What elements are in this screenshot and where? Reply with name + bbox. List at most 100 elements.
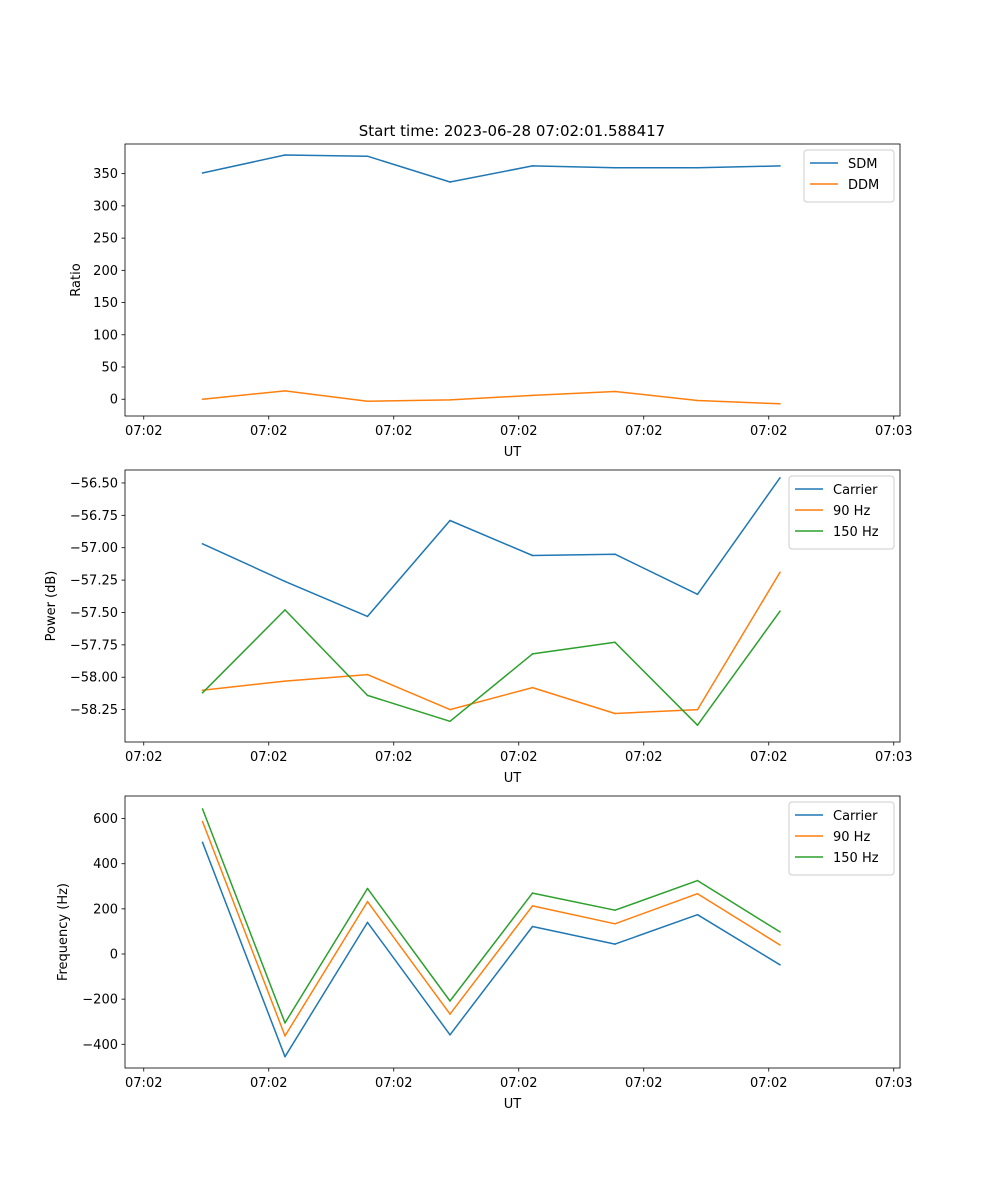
chart-3-legend: Carrier 90 Hz 150 Hz	[788, 801, 895, 876]
chart-1-x-tick-label-7: 07:03	[875, 424, 912, 439]
chart-2-series-1-point-5	[531, 554, 534, 557]
chart-2-series-2-point-4	[449, 708, 451, 711]
chart-1-y-tick-label-7: 300	[93, 199, 118, 214]
chart-2-series-3-point-1	[201, 692, 204, 694]
chart-3-y-tick-label-5: 400	[93, 857, 118, 872]
chart-2-x-tick-label-4: 07:02	[500, 750, 537, 765]
chart-2-x-axis-label: UT	[504, 771, 522, 786]
chart-1-series-1-point-5	[531, 165, 534, 167]
chart-3-x-tick-label-5: 07:02	[625, 1076, 662, 1091]
chart-3-series-2-point-5	[531, 905, 534, 907]
chart-1-series-1-point-6	[614, 167, 616, 169]
chart-3-legend-label-3: 150 Hz	[833, 851, 879, 866]
chart-1-series-line-1	[202, 154, 781, 183]
chart-3-y-axis-label: Frequency (Hz)	[56, 883, 71, 981]
chart-1-series-line-2	[202, 390, 781, 405]
chart-2-series-3-point-4	[449, 720, 451, 723]
chart-3-legend-label-1: Carrier	[833, 809, 878, 824]
chart-2-x-tick-label-3: 07:02	[375, 750, 412, 765]
chart-2-y-tick-label-2: −58.00	[70, 671, 118, 686]
chart-1-series-1-point-2	[284, 154, 286, 156]
chart-1-series-2-point-8	[779, 403, 781, 405]
chart-2-x-tick-label-5: 07:02	[625, 750, 662, 765]
chart-2-legend-label-2: 90 Hz	[833, 504, 870, 519]
chart-2-series-3-point-8	[779, 610, 781, 612]
chart-2-series-2-point-3	[366, 673, 369, 676]
chart-3-x-tick-label-4: 07:02	[500, 1076, 537, 1091]
chart-3-series-2-point-2	[284, 1035, 286, 1037]
chart-1-x-tick-label-2: 07:02	[250, 424, 287, 439]
chart-1-series-1-point-3	[366, 155, 369, 157]
chart-2: 07:02 07:02 07:02 07:02 07:02 07:02 07:03 −58.2…	[44, 469, 912, 786]
chart-3-series-1-point-8	[779, 964, 781, 966]
chart-2-series-2-point-7	[696, 708, 699, 711]
chart-3-y-tick-label-3: 0	[110, 948, 118, 963]
chart-3-series-3-point-3	[366, 887, 369, 890]
chart-2-series-2-point-6	[614, 712, 616, 715]
chart-2-series-1-point-7	[696, 593, 699, 596]
chart-2-series-3-point-7	[696, 724, 699, 726]
chart-2-series-line-1	[202, 477, 781, 618]
chart-1: 07:02 07:02 07:02 07:02 07:02 07:02 07:03 0 50 10…	[69, 143, 912, 460]
chart-1-legend-label-1: SDM	[848, 157, 877, 172]
chart-1-series-2-point-7	[696, 399, 699, 402]
chart-1-series-2-point-3	[366, 400, 369, 403]
chart-1-series-2-point-4	[449, 399, 451, 401]
chart-3-y-tick-label-6: 600	[93, 812, 118, 827]
chart-3-series-1-point-7	[696, 913, 699, 916]
chart-1-x-tick-label-1: 07:02	[125, 424, 162, 439]
chart-3-y-tick-label-2: −200	[82, 993, 118, 1008]
chart-3-series-3-point-6	[614, 909, 616, 911]
chart-3-series-3-point-8	[779, 931, 781, 933]
chart-3: 07:02 07:02 07:02 07:02 07:02 07:02 07:03 −400 −…	[56, 795, 912, 1112]
chart-2-legend: Carrier 90 Hz 150 Hz	[788, 475, 895, 550]
plots-container: 07:02 07:02 07:02 07:02 07:02 07:02 07:03 0 50 10…	[44, 143, 912, 1112]
chart-2-y-tick-label-1: −58.25	[70, 703, 118, 718]
chart-1-series-1-point-4	[449, 181, 451, 183]
chart-2-y-tick-label-8: −56.50	[70, 476, 118, 491]
chart-1-x-axis-label: UT	[504, 445, 522, 460]
chart-3-series-2-point-3	[366, 900, 369, 903]
chart-3-series-1-point-6	[614, 943, 616, 945]
chart-3-series-line-1	[201, 842, 781, 1058]
chart-2-series-2-point-2	[284, 680, 286, 682]
chart-2-series-3-point-3	[366, 694, 369, 697]
chart-2-series-2-point-1	[201, 689, 204, 691]
chart-2-series-1-point-1	[201, 543, 204, 545]
chart-1-x-tick-label-3: 07:02	[375, 424, 412, 439]
chart-3-series-2-point-8	[779, 944, 781, 946]
chart-2-y-tick-label-6: −57.00	[70, 541, 118, 556]
chart-1-legend-label-2: DDM	[848, 178, 879, 193]
chart-2-y-tick-label-3: −57.75	[70, 638, 118, 653]
chart-3-series-line-2	[201, 821, 781, 1037]
chart-3-axes-frame	[124, 795, 901, 1069]
chart-1-y-axis-label: Ratio	[69, 263, 84, 296]
chart-2-series-1-point-6	[614, 553, 616, 555]
chart-2-x-tick-label-6: 07:02	[750, 750, 787, 765]
chart-1-y-tick-label-3: 100	[93, 328, 118, 343]
chart-3-series-1-point-1	[201, 841, 204, 844]
chart-1-series-1-point-8	[779, 165, 781, 167]
chart-2-series-1-point-2	[284, 580, 286, 583]
chart-3-x-tick-label-6: 07:02	[750, 1076, 787, 1091]
chart-2-y-axis-label: Power (dB)	[44, 571, 59, 642]
chart-1-series-1-point-1	[201, 172, 204, 174]
chart-1-x-tick-label-4: 07:02	[500, 424, 537, 439]
chart-3-series-1-point-3	[366, 921, 369, 924]
chart-2-y-tick-label-7: −56.75	[70, 509, 118, 524]
chart-2-series-1-point-8	[779, 477, 781, 479]
chart-2-axes-frame	[124, 469, 901, 743]
chart-2-x-tick-label-1: 07:02	[125, 750, 162, 765]
chart-3-series-2-point-4	[449, 1013, 451, 1015]
chart-2-series-2-point-8	[779, 571, 781, 574]
chart-2-x-tick-label-2: 07:02	[250, 750, 287, 765]
chart-2-series-3-point-5	[531, 653, 534, 655]
chart-3-series-3-point-2	[284, 1022, 286, 1024]
chart-3-legend-label-2: 90 Hz	[833, 830, 870, 845]
chart-3-x-axis-label: UT	[504, 1097, 522, 1112]
chart-2-y-tick-label-4: −57.50	[70, 606, 118, 621]
chart-1-y-tick-label-6: 250	[93, 232, 118, 247]
chart-3-series-line-3	[201, 808, 781, 1024]
chart-3-series-3-point-5	[531, 892, 534, 894]
chart-1-series-2-point-6	[614, 390, 616, 393]
